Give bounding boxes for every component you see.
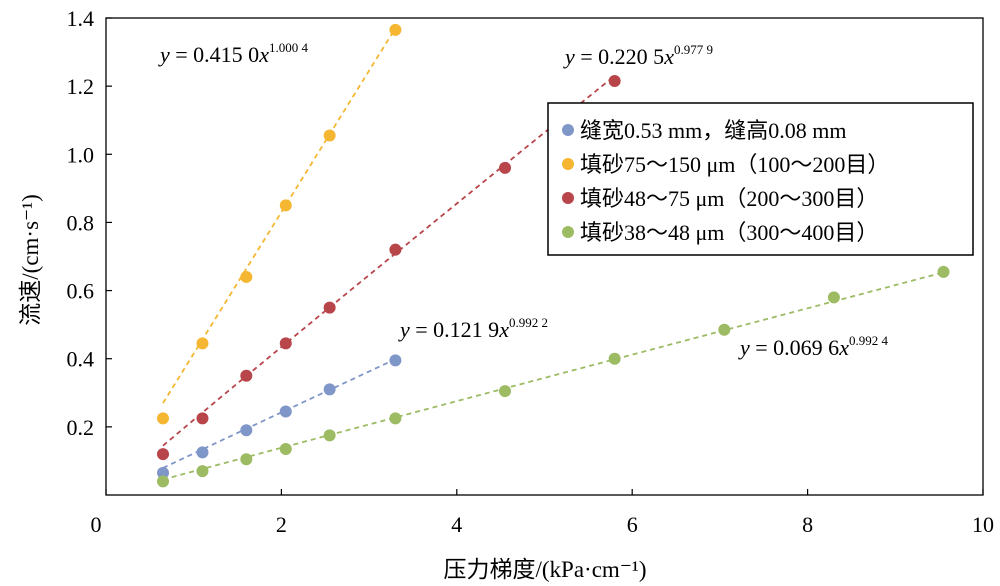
data-point-series-4 [499,385,512,398]
data-point-series-4 [196,465,209,478]
data-point-series-4 [389,412,402,425]
x-axis-title: 压力梯度/(kPa·cm⁻¹) [443,557,646,582]
data-point-series-4 [323,429,336,442]
legend-label-1: 缝宽0.53 mm，缝高0.08 mm [580,118,846,143]
data-point-series-2 [389,23,402,36]
legend: 缝宽0.53 mm，缝高0.08 mm 填砂75～150 μm（100～200目… [547,102,974,256]
data-point-series-1 [196,446,209,459]
data-point-series-3 [323,301,336,314]
y-tick-label: 0.8 [67,210,95,235]
data-point-series-4 [608,352,621,365]
legend-label-3: 填砂48～75 μm（200～300目） [580,186,878,211]
y-tick-label: 1.2 [67,74,95,99]
data-points [157,23,950,488]
legend-box [547,102,974,256]
data-point-series-1 [279,405,292,418]
x-tick-label: 8 [802,512,813,537]
legend-marker-4 [562,226,574,238]
legend-marker-1 [562,124,574,136]
data-point-series-3 [608,75,621,88]
fit-line-series-3 [162,75,616,447]
equation-series-2: y = 0.415 0x1.000 4 [158,40,308,67]
y-tick-label: 0.6 [67,279,95,304]
data-point-series-3 [279,337,292,350]
data-point-series-2 [157,412,170,425]
legend-label-2: 填砂75～150 μm（100～200目） [580,152,889,177]
y-tick-label: 1.4 [67,6,95,31]
data-point-series-2 [196,337,209,350]
data-point-series-1 [157,466,170,479]
fit-line-series-1 [162,358,396,469]
x-tick-label: 4 [451,512,462,537]
data-point-series-2 [323,129,336,142]
y-axis-title: 流速/(cm·s⁻¹) [18,194,43,325]
data-point-series-4 [157,475,170,488]
legend-label-4: 填砂38～48 μm（300～400目） [580,220,878,245]
data-point-series-1 [323,383,336,396]
data-point-series-4 [718,323,731,336]
equation-series-3: y = 0.220 5x0.977 9 [563,42,713,69]
data-point-series-3 [389,243,402,256]
y-tick-label: 0.4 [67,347,95,372]
data-point-series-3 [157,448,170,461]
x-tick-label: 2 [276,512,287,537]
x-tick-label: 6 [627,512,638,537]
equation-series-1: y = 0.121 9x0.992 2 [398,315,548,342]
data-point-series-1 [389,354,402,367]
data-point-series-3 [196,412,209,425]
legend-marker-3 [562,192,574,204]
data-point-series-4 [937,265,950,278]
x-tick-label: 10 [972,512,994,537]
equation-series-4: y = 0.069 6x0.992 4 [738,333,888,360]
data-point-series-1 [240,424,253,437]
plot-frame [105,17,984,496]
legend-marker-2 [562,158,574,170]
y-tick-label: 0.2 [67,415,95,440]
data-point-series-4 [240,453,253,466]
data-point-series-3 [240,369,253,382]
x-tick-label: 0 [91,512,102,537]
data-point-series-2 [279,199,292,212]
axes: 0 2 4 6 8 10 0.2 0.4 0.6 0.8 1.0 1.2 1.4 [67,6,995,537]
y-tick-label: 1.0 [67,142,95,167]
data-point-series-4 [279,443,292,456]
data-point-series-3 [499,161,512,174]
data-point-series-2 [240,270,253,283]
data-point-series-4 [827,291,840,304]
